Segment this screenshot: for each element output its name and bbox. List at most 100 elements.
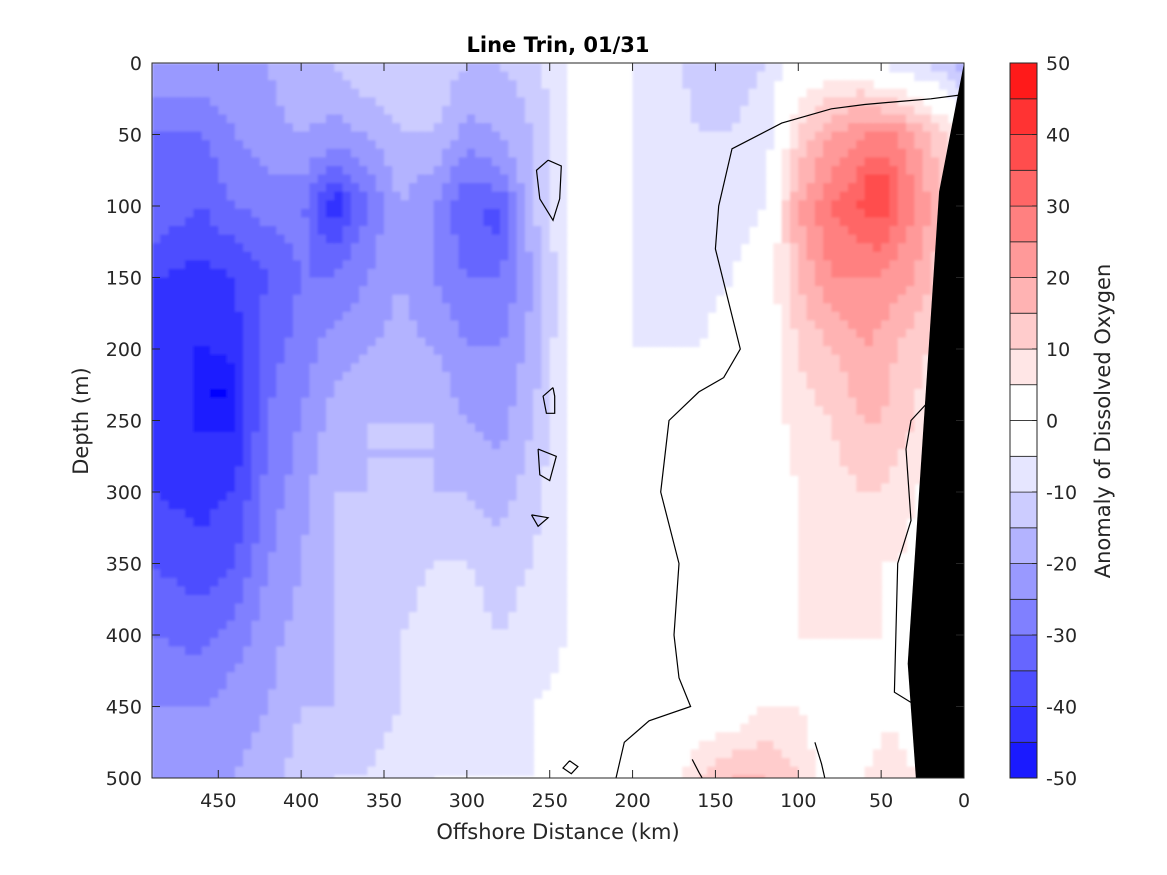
- contour-cell: [690, 234, 700, 245]
- contour-cell: [500, 105, 510, 116]
- contour-cell: [193, 406, 203, 416]
- contour-cell: [756, 191, 767, 202]
- contour-cell: [466, 363, 477, 373]
- contour-cell: [251, 105, 261, 116]
- contour-cell: [433, 123, 443, 133]
- contour-cell: [243, 363, 253, 373]
- contour-cell: [508, 637, 518, 648]
- contour-cell: [226, 337, 236, 348]
- contour-cell: [367, 586, 377, 596]
- contour-cell: [400, 449, 410, 459]
- contour-cell: [284, 97, 294, 107]
- contour-cell: [790, 758, 800, 768]
- contour-cell: [350, 303, 361, 313]
- contour-cell: [309, 526, 319, 536]
- contour-cell: [284, 226, 294, 236]
- contour-cell: [450, 646, 460, 656]
- contour-cell: [392, 140, 402, 150]
- contour-cell: [798, 148, 808, 159]
- contour-cell: [450, 80, 460, 90]
- contour-cell: [350, 492, 361, 502]
- contour-cell: [500, 166, 510, 176]
- contour-cell: [558, 380, 568, 390]
- contour-cell: [450, 526, 460, 536]
- contour-cell: [276, 749, 286, 759]
- contour-cell: [334, 775, 344, 778]
- contour-cell: [814, 612, 825, 622]
- contour-cell: [342, 234, 352, 245]
- contour-cell: [350, 775, 361, 778]
- contour-cell: [193, 320, 203, 330]
- contour-cell: [210, 389, 220, 399]
- contour-cell: [549, 552, 559, 562]
- contour-cell: [798, 397, 808, 408]
- contour-cell: [417, 586, 427, 596]
- contour-cell: [491, 88, 501, 99]
- contour-cell: [301, 389, 311, 399]
- contour-cell: [682, 337, 692, 348]
- contour-cell: [392, 260, 402, 270]
- contour-cell: [193, 286, 203, 296]
- contour-cell: [168, 586, 178, 596]
- contour-cell: [433, 140, 443, 150]
- contour-cell: [433, 758, 443, 768]
- contour-cell: [500, 208, 510, 219]
- contour-cell: [176, 260, 187, 270]
- contour-cell: [176, 337, 187, 348]
- contour-cell: [425, 71, 435, 82]
- contour-cell: [814, 191, 825, 202]
- contour-cell: [491, 431, 501, 442]
- contour-cell: [176, 397, 187, 408]
- contour-cell: [433, 277, 443, 287]
- contour-cell: [707, 226, 717, 236]
- contour-cell: [466, 226, 477, 236]
- contour-cell: [392, 543, 402, 553]
- contour-cell: [193, 346, 203, 356]
- contour-cell: [342, 371, 352, 382]
- contour-cell: [168, 483, 178, 493]
- contour-cell: [408, 157, 419, 167]
- contour-cell: [483, 329, 493, 339]
- contour-cell: [342, 766, 352, 777]
- contour-cell: [500, 251, 510, 262]
- contour-cell: [500, 560, 510, 571]
- contour-cell: [682, 157, 692, 167]
- contour-cell: [682, 183, 692, 193]
- contour-cell: [317, 97, 327, 107]
- contour-cell: [732, 775, 742, 778]
- contour-cell: [541, 397, 551, 408]
- contour-cell: [491, 672, 501, 682]
- contour-cell: [259, 406, 269, 416]
- contour-cell: [466, 80, 477, 90]
- contour-cell: [210, 337, 220, 348]
- contour-cell: [309, 337, 319, 348]
- contour-cell: [375, 191, 385, 202]
- contour-cell: [152, 431, 162, 442]
- contour-cell: [450, 457, 460, 468]
- contour-cell: [549, 517, 559, 528]
- contour-cell: [475, 620, 485, 631]
- contour-cell: [483, 234, 493, 245]
- contour-cell: [408, 758, 419, 768]
- contour-cell: [342, 329, 352, 339]
- contour-cell: [400, 251, 410, 262]
- contour-cell: [367, 483, 377, 493]
- contour-cell: [533, 346, 543, 356]
- contour-cell: [640, 114, 651, 124]
- contour-cell: [301, 474, 311, 485]
- contour-cell: [541, 526, 551, 536]
- contour-cell: [806, 183, 816, 193]
- contour-cell: [301, 517, 311, 528]
- contour-cell: [326, 208, 336, 219]
- contour-cell: [185, 723, 195, 734]
- contour-cell: [160, 646, 170, 656]
- contour-cell: [698, 148, 709, 159]
- contour-cell: [384, 174, 394, 184]
- contour-cell: [334, 689, 344, 699]
- contour-cell: [516, 577, 526, 588]
- contour-cell: [350, 526, 361, 536]
- contour-cell: [516, 526, 526, 536]
- contour-cell: [350, 131, 361, 142]
- contour-cell: [259, 431, 269, 442]
- contour-cell: [334, 577, 344, 588]
